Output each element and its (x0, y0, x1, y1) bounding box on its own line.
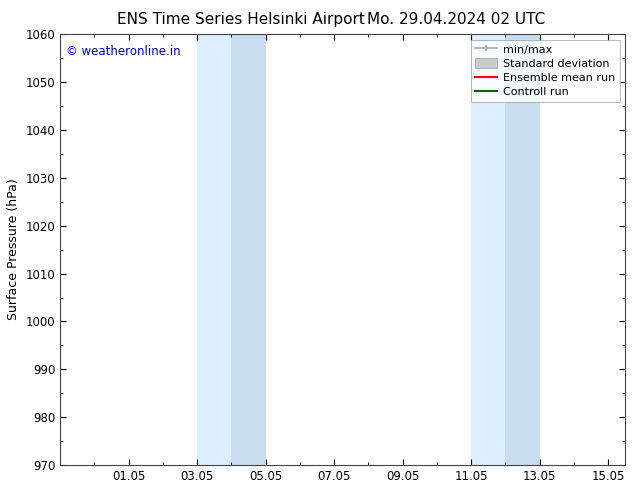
Legend: min/max, Standard deviation, Ensemble mean run, Controll run: min/max, Standard deviation, Ensemble me… (471, 40, 619, 101)
Y-axis label: Surface Pressure (hPa): Surface Pressure (hPa) (7, 179, 20, 320)
Bar (197, 34, 231, 465)
Bar (231, 34, 266, 465)
Text: © weatheronline.in: © weatheronline.in (66, 45, 181, 58)
Bar (471, 34, 505, 465)
Bar (505, 34, 540, 465)
Text: ENS Time Series Helsinki Airport: ENS Time Series Helsinki Airport (117, 12, 365, 27)
Text: Mo. 29.04.2024 02 UTC: Mo. 29.04.2024 02 UTC (367, 12, 546, 27)
